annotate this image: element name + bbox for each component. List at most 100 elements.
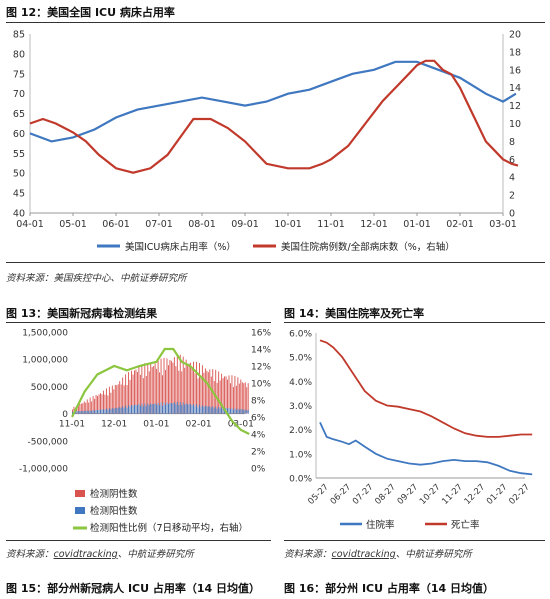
fig13-bar-negative <box>111 385 113 414</box>
fig12-bottom-rule <box>6 262 545 263</box>
fig12-right-tick-label: 14 <box>509 83 521 94</box>
fig13-right-tick-label: 12% <box>251 363 271 373</box>
fig13-bar-negative <box>221 373 223 414</box>
fig12-x-tick-label: 07-01 <box>145 219 173 230</box>
fig13-x-tick-label: 01-01 <box>143 420 169 430</box>
fig14-x-tick-label: 07-27 <box>351 482 376 507</box>
fig13-bar-positive <box>100 409 101 414</box>
fig13-bar-negative <box>113 389 115 414</box>
fig13-bar-negative <box>151 367 153 414</box>
fig13-bar-negative <box>191 368 193 414</box>
fig13-bar-positive <box>165 404 166 414</box>
fig13-bar-negative <box>136 371 138 414</box>
fig13-bar-positive <box>172 403 174 414</box>
fig13-bar-negative <box>173 357 175 414</box>
fig13-bar-negative <box>142 378 144 414</box>
fig13-bar-positive <box>132 405 134 414</box>
fig12-right-tick-label: 12 <box>509 101 521 112</box>
fig13-bar-negative <box>206 370 208 414</box>
fig13-bar-positive <box>72 411 73 414</box>
fig13-bar-negative <box>227 379 228 414</box>
fig13-bar-positive <box>199 404 200 414</box>
fig13-bar-negative <box>80 403 82 414</box>
fig13-bar-positive <box>157 402 159 414</box>
fig13-bar-positive <box>159 405 161 414</box>
fig13-bar-negative <box>119 381 121 414</box>
fig13-bar-positive <box>221 407 223 414</box>
fig13-bar-negative <box>197 378 199 414</box>
fig13-bar-positive <box>153 404 155 414</box>
fig13-bar-positive <box>160 402 162 414</box>
fig13-bar-positive <box>94 410 96 414</box>
fig13-bar-negative <box>86 399 88 414</box>
fig13-bar-negative <box>231 375 233 414</box>
fig13-bar-negative <box>240 379 242 414</box>
fig13-bar-negative <box>185 359 187 414</box>
fig13-bar-negative <box>138 366 140 414</box>
fig12-x-tick-label: 12-01 <box>360 219 388 230</box>
fig13-bottom-rule <box>6 540 271 541</box>
fig12-x-tick-label: 09-01 <box>231 219 259 230</box>
fig13-bar-negative <box>193 361 194 414</box>
fig13-left-axis-ticks: 1,500,000 1,000,000 500,000 0 -500,000 -1,000… <box>19 329 68 475</box>
fig13-bar-negative <box>207 372 209 414</box>
fig13-bar-positive <box>212 406 214 414</box>
fig13-bar-positive <box>169 402 171 414</box>
fig12-legend-label-icu: 美国ICU病床占用率（%） <box>125 241 236 253</box>
fig12-right-tick-label: 10 <box>509 119 521 130</box>
fig13-bar-negative <box>243 383 245 414</box>
fig13-bar-positive <box>170 403 172 414</box>
fig13-bar-positive <box>203 406 205 414</box>
fig14-x-axis-ticks: 05-2706-2707-2708-2709-2710-2711-2712-27… <box>306 482 532 507</box>
fig13-bar-positive <box>218 406 220 414</box>
fig13-bar-negative <box>187 364 189 414</box>
fig14-legend-label-hosp: 住院率 <box>366 519 395 531</box>
fig13-bar-negative <box>238 383 240 414</box>
fig13-bar-positive <box>150 403 152 414</box>
fig14-y-axis-ticks: 0.0% 1.0% 2.0% 3.0% 4.0% 5.0% 6.0% <box>289 330 312 485</box>
fig13-bar-positive <box>197 407 199 414</box>
fig13-bar-positive <box>131 405 132 414</box>
fig13-bar-positive <box>128 405 130 414</box>
fig13-x-tick-label: 02-01 <box>186 420 212 430</box>
fig13-bar-negative <box>224 376 226 414</box>
fig13-bar-positive <box>187 404 189 414</box>
fig12-right-tick-label: 0 <box>509 209 515 220</box>
fig13-bar-positive <box>147 403 149 414</box>
fig12-right-tick-label: 16 <box>509 65 521 76</box>
fig13-bar-positive <box>125 405 127 414</box>
fig14-x-tick-label: 12-27 <box>463 482 488 507</box>
fig12-x-tick-label: 11-01 <box>317 219 345 230</box>
fig13-bar-negative <box>129 379 131 414</box>
fig14-source: 资料来源：covidtracking、中航证券研究所 <box>284 549 472 560</box>
fig14-legend: 住院率 死亡率 <box>340 519 480 531</box>
fig13-bar-negative <box>97 396 99 414</box>
fig12-x-tick-label: 06-01 <box>102 219 130 230</box>
fig13-rule <box>6 322 271 323</box>
fig13-bar-positive <box>222 408 224 414</box>
fig13-bar-negative <box>244 382 246 414</box>
fig13-bar-negative <box>120 384 122 414</box>
fig13-bar-positive <box>111 407 113 414</box>
fig13-bar-positive <box>134 404 135 414</box>
fig13-bar-positive <box>120 407 122 414</box>
fig13-left-tick-label: 500,000 <box>31 383 68 393</box>
fig13-bar-negative <box>235 385 237 414</box>
fig13-bar-negative <box>219 380 221 414</box>
fig13-bar-positive <box>244 409 246 414</box>
fig13-bar-positive <box>246 410 248 414</box>
fig13-bar-positive <box>209 406 211 414</box>
fig13-bar-negative <box>201 365 203 414</box>
fig13-bar-negative <box>194 373 196 414</box>
fig14-caption: 图 14：美国住院率及死亡率 <box>284 307 425 320</box>
fig13-bar-negative <box>246 387 248 414</box>
fig12-left-tick-label: 70 <box>13 89 25 100</box>
fig13-right-tick-label: 14% <box>251 346 271 356</box>
fig12-x-tick-label: 08-01 <box>188 219 216 230</box>
fig13-bar-positive <box>114 407 116 414</box>
fig13-bar-positive <box>234 408 236 414</box>
fig13-bar-positive <box>108 408 110 414</box>
fig13-bar-negative <box>178 370 180 414</box>
fig13-bar-negative <box>122 377 124 414</box>
